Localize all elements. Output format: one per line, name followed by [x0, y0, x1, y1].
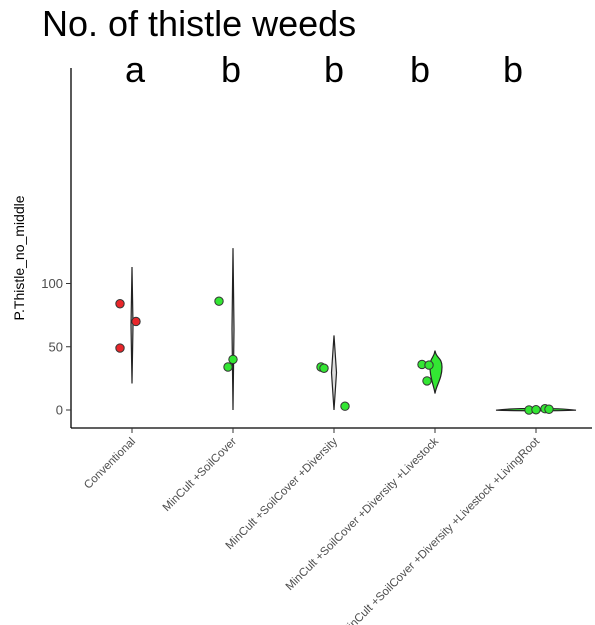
group-letter-mincult-soilcover: b [220, 49, 242, 90]
violin-shape [330, 335, 338, 411]
group-letter-diversity: b [323, 49, 345, 90]
data-point [424, 360, 434, 370]
violin-shape [231, 248, 235, 411]
data-point [228, 354, 238, 365]
violin-shape [130, 267, 134, 384]
y-tick-label: 50 [49, 339, 63, 354]
group-letter-livestock: b [409, 49, 431, 90]
data-point [115, 343, 125, 353]
y-axis-title: P.Thistle_no_middle [11, 195, 27, 320]
data-point [340, 401, 350, 411]
violin-shape [429, 350, 443, 394]
data-point [531, 405, 541, 415]
x-category-label: MinCult +SoilCover [161, 436, 239, 514]
group-letter-conventional: a [124, 49, 146, 90]
y-tick-label: 100 [41, 276, 63, 291]
data-point [544, 404, 554, 414]
x-category-label: MinCult +SoilCover +Diversity +Livestock… [339, 435, 542, 625]
data-point [131, 316, 141, 327]
data-point [115, 299, 125, 309]
group-letter-livingroot: b [502, 49, 524, 90]
data-point [214, 296, 224, 306]
y-tick-label: 0 [56, 403, 63, 418]
chart-title: No. of thistle weeds [42, 3, 357, 44]
data-point [422, 376, 432, 386]
x-category-label: Conventional [82, 436, 138, 492]
data-point [319, 363, 329, 373]
x-category-label: MinCult +SoilCover +Diversity [224, 435, 341, 552]
data-point [223, 362, 233, 372]
